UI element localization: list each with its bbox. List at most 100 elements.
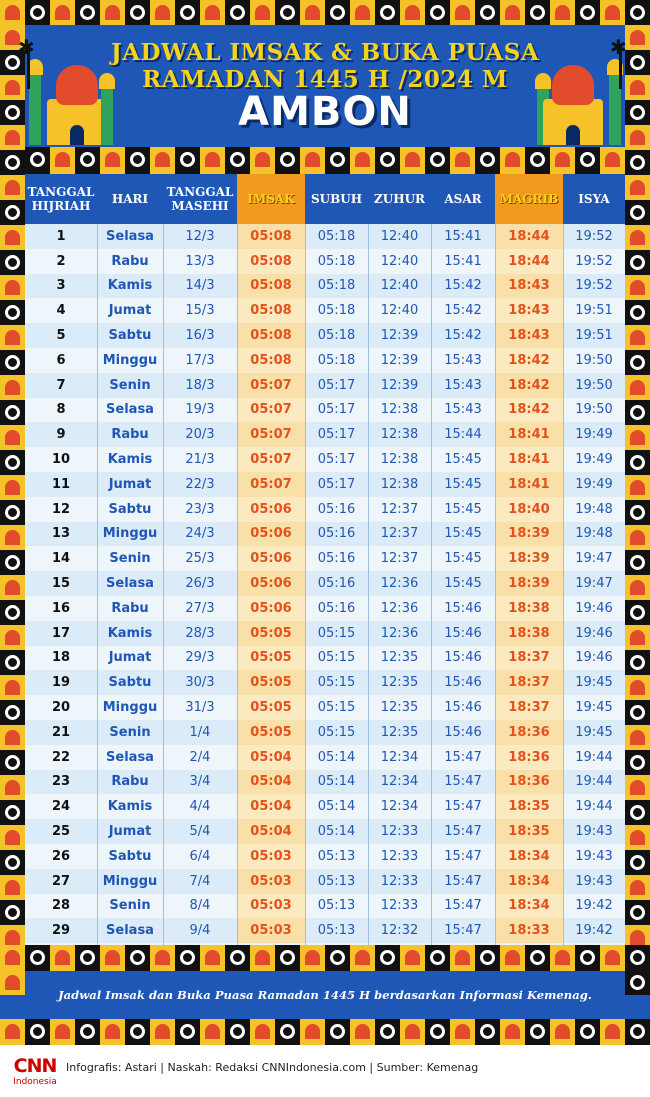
pattern-tile [525,1044,550,1045]
pattern-tile [350,945,375,970]
cell-magrib: 18:41 [495,447,563,472]
table-row: 15 Selasa 26/3 05:06 05:16 12:36 15:45 18:39 19:… [25,571,625,596]
pattern-tile [0,525,25,550]
cell-masehi: 29/3 [185,650,215,666]
pattern-tile [325,1019,350,1044]
pattern-tile [600,147,625,172]
cell-masehi: 14/3 [185,278,215,294]
pattern-tile [100,1019,125,1044]
cell-subuh: 05:15 [317,700,356,716]
column-divider [305,224,306,945]
pattern-tile [600,1019,625,1044]
pattern-tile [0,500,25,525]
cell-zuhur: 12:36 [380,625,419,641]
cell-hari: Minggu [102,526,158,542]
pattern-tile [0,725,25,750]
cell-asar: 15:45 [444,551,482,567]
cell-hijri: 2 [56,253,66,269]
pattern-tile [0,650,25,675]
cell-hari: Minggu [102,700,158,716]
column-divider [495,224,496,945]
cell-magrib: 18:39 [495,546,563,572]
pattern-tile [150,0,175,25]
pattern-tile [550,1019,575,1044]
pattern-tile [625,850,650,875]
pattern-tile [150,945,175,970]
pattern-tile [100,1044,125,1045]
pattern-tile [0,75,25,100]
cell-asar: 15:44 [444,427,482,443]
table-row: 28 Senin 8/4 05:03 05:13 12:33 15:47 18:34 19:42 [25,893,625,919]
pattern-tile [0,550,25,575]
pattern-tile [0,125,25,150]
pattern-tile [625,550,650,575]
pattern-tile [0,850,25,875]
table-row: 1 Selasa 12/3 05:08 05:18 12:40 15:41 18:44 19:5… [25,224,625,249]
pattern-tile [125,1019,150,1044]
pattern-tile [475,1019,500,1044]
column-header-imsak: IMSAK [237,174,305,224]
pattern-tile [0,0,25,25]
cell-magrib: 18:39 [495,521,563,547]
pattern-tile [375,1019,400,1044]
table-row: 8 Selasa 19/3 05:07 05:17 12:38 15:43 18:42 19:5… [25,397,625,423]
pattern-tile [550,1044,575,1045]
cell-imsak: 05:08 [237,323,305,348]
cell-zuhur: 12:39 [380,377,419,393]
column-header-zuhur: ZUHUR [374,192,425,206]
cell-masehi: 3/4 [189,774,211,790]
pattern-tile [625,450,650,475]
table-row: 27 Minggu 7/4 05:03 05:13 12:33 15:47 18:34 19:4… [25,868,625,894]
cell-isya: 19:46 [575,650,613,666]
column-divider [563,224,564,945]
pattern-tile [275,945,300,970]
pattern-tile [375,147,400,172]
cell-zuhur: 12:40 [380,278,419,294]
pattern-tile [575,1044,600,1045]
cell-isya: 19:42 [575,898,613,914]
cell-asar: 15:41 [444,253,482,269]
cell-hari: Kamis [107,799,153,815]
cell-asar: 15:46 [444,675,482,691]
column-divider [97,224,98,945]
cell-hari: Rabu [111,600,149,616]
pattern-tile [625,200,650,225]
cell-zuhur: 12:35 [380,700,419,716]
cell-zuhur: 12:32 [380,923,419,939]
cell-hijri: 10 [51,452,71,468]
cell-subuh: 05:16 [317,600,356,616]
cell-hijri: 22 [51,749,71,765]
pattern-tile [50,1044,75,1045]
cell-asar: 15:43 [444,352,482,368]
credit-text: Infografis: Astari | Naskah: Redaksi CNN… [66,1061,479,1074]
cell-hari: Rabu [111,253,149,269]
cell-hari: Sabtu [108,848,152,864]
cell-subuh: 05:14 [317,824,356,840]
pattern-tile [625,825,650,850]
cell-imsak: 05:07 [237,422,305,448]
pattern-tile [625,100,650,125]
pattern-tile [550,0,575,25]
cell-masehi: 9/4 [189,923,211,939]
mosque-illustration-left [18,35,117,145]
cell-subuh: 05:18 [317,328,356,344]
cell-asar: 15:45 [444,476,482,492]
cell-subuh: 05:17 [317,402,356,418]
cell-zuhur: 12:37 [380,501,419,517]
cell-isya: 19:51 [575,328,613,344]
cell-imsak: 05:03 [237,918,305,944]
pattern-tile [500,147,525,172]
cell-subuh: 05:18 [317,253,356,269]
pattern-tile [625,250,650,275]
cell-subuh: 05:17 [317,452,356,468]
pattern-tile [600,945,625,970]
pattern-tile [575,147,600,172]
cell-magrib: 18:42 [495,397,563,423]
cell-masehi: 30/3 [185,675,215,691]
pattern-tile [175,147,200,172]
cell-isya: 19:44 [575,749,613,765]
cell-hari: Jumat [108,650,152,666]
mosque-illustration-right [533,35,627,145]
pattern-tile [300,0,325,25]
pattern-tile [625,875,650,900]
